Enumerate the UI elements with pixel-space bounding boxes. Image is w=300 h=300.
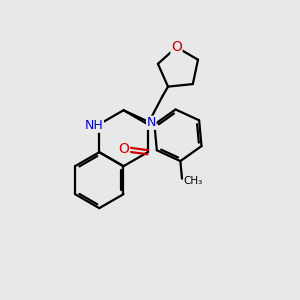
Text: O: O xyxy=(171,40,182,54)
Text: N: N xyxy=(147,116,156,129)
Text: CH₃: CH₃ xyxy=(183,176,202,186)
Text: O: O xyxy=(119,142,130,156)
Text: NH: NH xyxy=(85,119,104,132)
